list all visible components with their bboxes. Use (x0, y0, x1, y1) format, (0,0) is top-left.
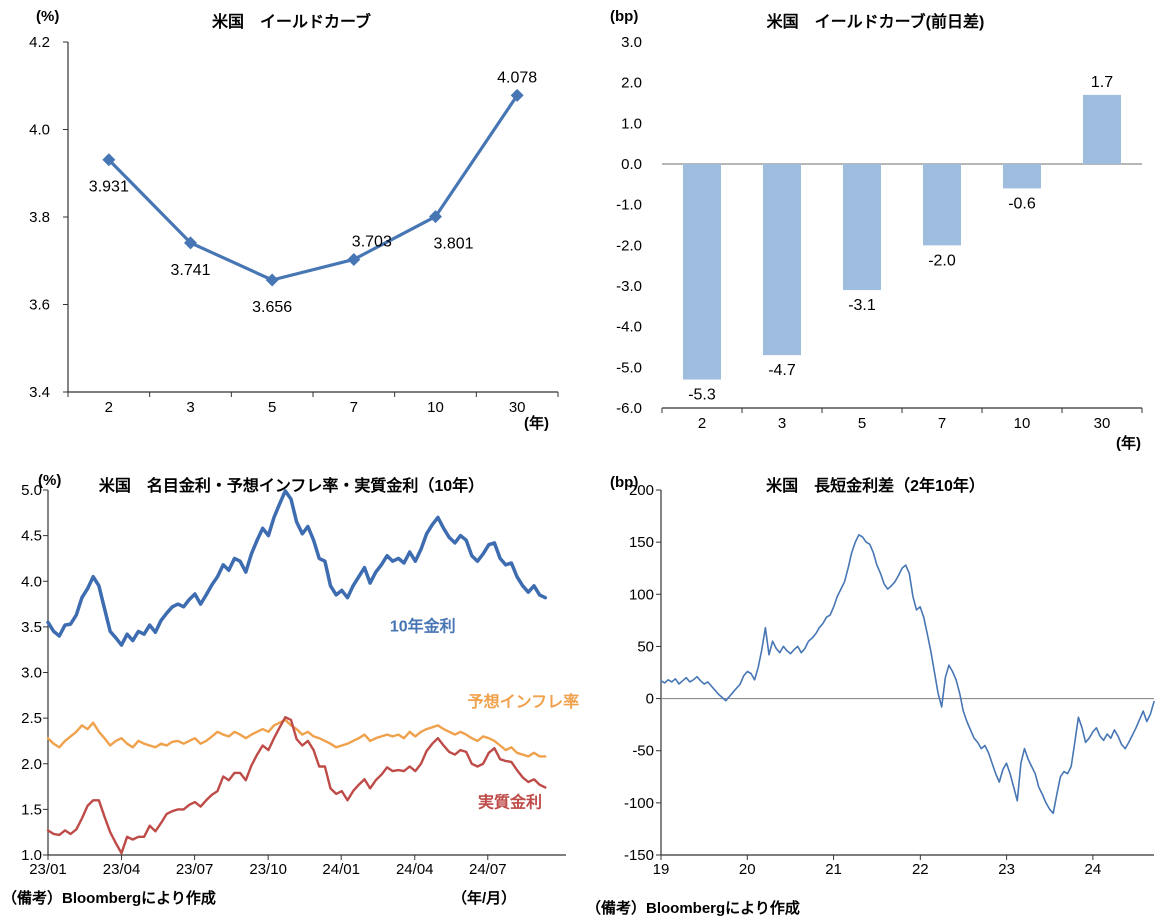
svg-text:23/01: 23/01 (29, 861, 67, 878)
svg-text:4.0: 4.0 (21, 573, 42, 590)
svg-text:-2.0: -2.0 (616, 237, 642, 254)
us-2y10y-spread-chart: -150 -100 -50 0 50 100 150 200 19 20 21 22 23 24 (624, 482, 1155, 878)
svg-text:24/04: 24/04 (396, 861, 434, 878)
svg-text:4.078: 4.078 (497, 69, 537, 86)
svg-text:3.4: 3.4 (29, 384, 50, 401)
us-2y10y-spread-panel: (bp) 米国 長短金利差（2年10年） -150 -100 -50 0 50 100 15… (584, 460, 1167, 923)
svg-text:4.0: 4.0 (29, 122, 50, 139)
svg-text:3.0: 3.0 (621, 34, 642, 51)
svg-text:3.741: 3.741 (170, 262, 210, 279)
svg-text:-3.0: -3.0 (616, 278, 642, 295)
svg-text:3.656: 3.656 (252, 299, 292, 316)
svg-text:3.8: 3.8 (29, 209, 50, 226)
svg-text:24/01: 24/01 (322, 861, 360, 878)
us-yield-curve-panel: (%) 米国 イールドカーブ 3.4 3.6 3.8 4.0 4.2 2 3 5 7 10 30 3.… (0, 0, 583, 460)
svg-text:-2.0: -2.0 (928, 252, 956, 269)
us-10y-decomposition-panel: (%) 米国 名目金利・予想インフレ率・実質金利（10年） 1.0 1.5 2.0 2… (0, 460, 583, 923)
svg-text:0: 0 (646, 691, 654, 708)
chart-title: 米国 長短金利差（2年10年） (766, 478, 985, 495)
us-yield-curve-change-panel: (bp) 米国 イールドカーブ(前日差) -6.0 -5.0 -4.0 -3.0 -2.… (584, 0, 1167, 460)
svg-text:3.6: 3.6 (29, 297, 50, 314)
svg-text:4.5: 4.5 (21, 528, 42, 545)
svg-text:-4.7: -4.7 (768, 362, 796, 379)
chart-title: 米国 イールドカーブ (211, 14, 372, 31)
svg-text:23/10: 23/10 (249, 861, 287, 878)
source-note: （備考）Bloombergにより作成 (586, 900, 800, 917)
svg-text:2.5: 2.5 (21, 710, 42, 727)
svg-text:2.0: 2.0 (21, 756, 42, 773)
chart-title: 米国 イールドカーブ(前日差) (766, 14, 985, 31)
x-axis-unit-label: (年) (1116, 435, 1141, 452)
svg-text:50: 50 (637, 638, 654, 655)
svg-text:5: 5 (268, 399, 276, 416)
y-axis-unit-label: (%) (38, 472, 62, 489)
x-axis-unit-label: （年/月） (452, 890, 517, 907)
svg-text:21: 21 (825, 861, 842, 878)
svg-text:1.0: 1.0 (621, 115, 642, 132)
svg-text:2: 2 (698, 415, 706, 432)
us-10y-decomposition-chart: 1.0 1.5 2.0 2.5 3.0 3.5 4.0 4.5 5.0 23/01 23/04 23/… (21, 482, 580, 878)
svg-text:-5.0: -5.0 (616, 359, 642, 376)
svg-text:200: 200 (629, 482, 654, 499)
y-axis-unit-label: (bp) (610, 8, 639, 25)
svg-text:23/07: 23/07 (176, 861, 214, 878)
svg-text:1.0: 1.0 (21, 847, 42, 864)
svg-text:1.7: 1.7 (1091, 74, 1113, 91)
svg-text:-4.0: -4.0 (616, 319, 642, 336)
svg-text:-5.3: -5.3 (688, 387, 716, 404)
svg-text:20: 20 (739, 861, 756, 878)
svg-text:-6.0: -6.0 (616, 400, 642, 417)
svg-text:4.2: 4.2 (29, 34, 50, 51)
svg-text:1.5: 1.5 (21, 801, 42, 818)
svg-text:2.0: 2.0 (621, 75, 642, 92)
svg-text:3.931: 3.931 (89, 179, 129, 196)
svg-text:実質金利: 実質金利 (478, 793, 542, 812)
svg-text:-0.6: -0.6 (1008, 195, 1036, 212)
svg-text:-150: -150 (624, 847, 654, 864)
svg-text:3: 3 (778, 415, 786, 432)
svg-text:5: 5 (858, 415, 866, 432)
svg-text:3.703: 3.703 (352, 233, 392, 250)
svg-text:7: 7 (350, 399, 358, 416)
svg-text:3.0: 3.0 (21, 665, 42, 682)
svg-text:30: 30 (1094, 415, 1111, 432)
svg-text:3.5: 3.5 (21, 619, 42, 636)
svg-text:予想インフレ率: 予想インフレ率 (468, 692, 580, 711)
us-yield-curve-chart: 3.4 3.6 3.8 4.0 4.2 2 3 5 7 10 30 3.931 3.741 3.656 3.… (29, 34, 559, 416)
chart-title: 米国 名目金利・予想インフレ率・実質金利（10年） (98, 478, 485, 495)
svg-text:3: 3 (186, 399, 194, 416)
svg-text:-1.0: -1.0 (616, 197, 642, 214)
svg-text:19: 19 (653, 861, 670, 878)
svg-text:10: 10 (1014, 415, 1031, 432)
svg-text:24/07: 24/07 (469, 861, 507, 878)
svg-text:2: 2 (105, 399, 113, 416)
y-axis-unit-label: (bp) (610, 474, 639, 491)
svg-text:10年金利: 10年金利 (390, 616, 456, 635)
svg-text:-50: -50 (632, 743, 654, 760)
source-note: （備考）Bloombergにより作成 (2, 890, 216, 907)
y-axis-unit-label: (%) (36, 8, 60, 25)
svg-text:-100: -100 (624, 795, 654, 812)
svg-text:-3.1: -3.1 (848, 297, 876, 314)
svg-text:100: 100 (629, 586, 654, 603)
svg-text:150: 150 (629, 534, 654, 551)
svg-text:23: 23 (998, 861, 1015, 878)
us-yield-curve-change-chart: -6.0 -5.0 -4.0 -3.0 -2.0 -1.0 0.0 1.0 2.0 3.0 2 3 5 7… (616, 34, 1143, 432)
svg-text:3.801: 3.801 (433, 236, 473, 253)
svg-text:0.0: 0.0 (621, 156, 642, 173)
svg-text:23/04: 23/04 (103, 861, 141, 878)
svg-text:30: 30 (509, 399, 526, 416)
svg-text:7: 7 (938, 415, 946, 432)
svg-text:10: 10 (427, 399, 444, 416)
svg-text:5.0: 5.0 (21, 482, 42, 499)
svg-text:24: 24 (1085, 861, 1102, 878)
svg-text:22: 22 (912, 861, 929, 878)
x-axis-unit-label: (年) (524, 415, 549, 432)
